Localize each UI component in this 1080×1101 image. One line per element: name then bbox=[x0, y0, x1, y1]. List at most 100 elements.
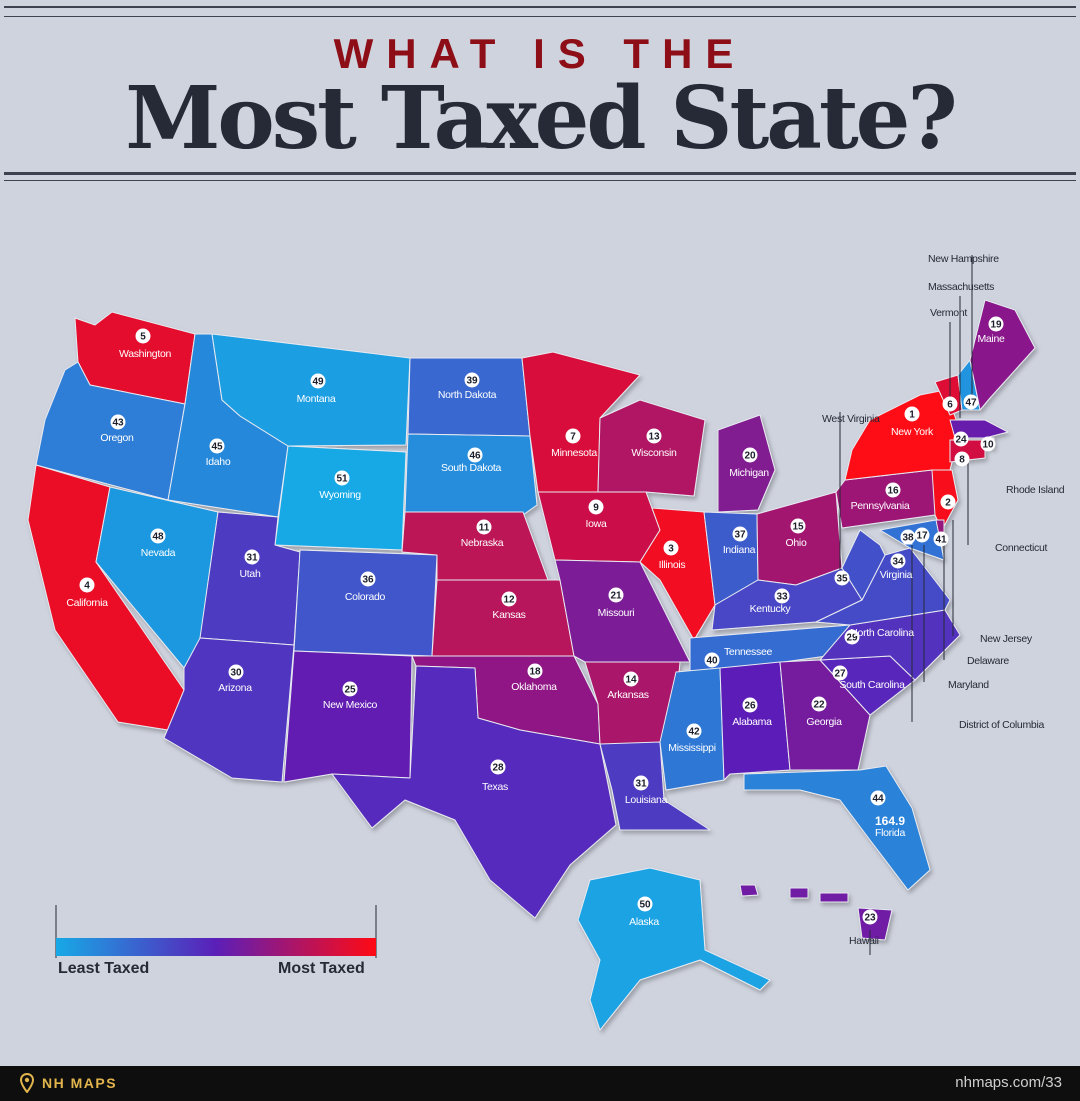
state-wisconsin bbox=[597, 399, 706, 497]
state-label-alaska: Alaska bbox=[629, 916, 659, 928]
legend-high-label: Most Taxed bbox=[278, 960, 365, 977]
rank-value-wyoming: 51 bbox=[336, 474, 348, 485]
source-url: nhmaps.com/33 bbox=[955, 1074, 1062, 1091]
rank-value-oregon: 43 bbox=[112, 418, 124, 429]
rank-badge-colorado bbox=[360, 571, 376, 587]
state-label-oklahoma: Oklahoma bbox=[511, 681, 557, 693]
rank-value-idaho: 45 bbox=[211, 442, 223, 453]
state-label-pennsylvania: Pennsylvania bbox=[851, 500, 910, 512]
rank-badge-ohio bbox=[790, 518, 806, 534]
rank-value-new-jersey: 2 bbox=[945, 498, 951, 509]
rank-value-massachusetts: 24 bbox=[955, 435, 967, 446]
rank-value-minnesota: 7 bbox=[570, 432, 576, 443]
rank-badge-utah bbox=[244, 549, 260, 565]
rank-value-michigan: 20 bbox=[744, 451, 756, 462]
rank-value-maine: 19 bbox=[990, 320, 1002, 331]
legend-gradient-bar bbox=[56, 938, 376, 956]
rank-value-virginia: 34 bbox=[892, 557, 904, 568]
rank-value-texas: 28 bbox=[492, 763, 504, 774]
rank-value-rhode-island: 10 bbox=[982, 440, 994, 451]
state-label-california: California bbox=[66, 597, 108, 609]
state-label-idaho: Idaho bbox=[206, 456, 231, 468]
state-label-minnesota: Minnesota bbox=[551, 447, 597, 459]
state-alaska bbox=[577, 867, 771, 1031]
state-label-louisiana: Louisiana bbox=[625, 794, 668, 806]
rank-badge-nevada bbox=[150, 528, 166, 544]
infographic-frame: WHAT IS THE Most Taxed State? bbox=[4, 6, 1076, 181]
state-note-florida: 164.9 bbox=[875, 814, 905, 828]
rank-value-new-hampshire: 47 bbox=[965, 398, 977, 409]
state-label-arizona: Arizona bbox=[218, 682, 252, 694]
state-label-arkansas: Arkansas bbox=[607, 689, 648, 701]
rank-value-arizona: 30 bbox=[230, 668, 242, 679]
rank-badge-iowa bbox=[588, 499, 604, 515]
rank-badge-texas bbox=[490, 759, 506, 775]
rank-value-delaware: 17 bbox=[916, 531, 928, 542]
state-label-wisconsin: Wisconsin bbox=[631, 447, 677, 459]
labels-layer: 5 Washington 43 Oregon 4 California 45 Idaho 48 N… bbox=[66, 253, 1065, 955]
rank-value-maryland: 41 bbox=[935, 535, 947, 546]
state-label-west-virginia: West Virginia bbox=[822, 413, 880, 425]
title-rule-thin bbox=[4, 180, 1076, 181]
rank-value-west-virginia: 35 bbox=[836, 574, 848, 585]
rank-value-missouri: 21 bbox=[610, 591, 622, 602]
state-label-washington: Washington bbox=[119, 348, 172, 360]
rank-badge-new-hampshire bbox=[963, 394, 979, 410]
state-label-florida: Florida bbox=[875, 827, 905, 839]
state-label-new-mexico: New Mexico bbox=[323, 699, 378, 711]
rank-value-kentucky: 33 bbox=[776, 592, 788, 603]
rank-value-alaska: 50 bbox=[639, 900, 651, 911]
rank-badge-california bbox=[79, 577, 95, 593]
rank-badge-north-dakota bbox=[464, 372, 480, 388]
rank-value-wisconsin: 13 bbox=[648, 432, 660, 443]
rank-badge-delaware bbox=[914, 527, 930, 543]
rank-badge-wisconsin bbox=[646, 428, 662, 444]
state-label-hawaii: Hawaii bbox=[849, 935, 879, 947]
footer-bar: NH MAPS nhmaps.com/33 bbox=[0, 1066, 1080, 1101]
state-colorado bbox=[293, 549, 438, 657]
rank-badge-wyoming bbox=[334, 470, 350, 486]
state-alabama bbox=[719, 661, 791, 781]
state-label-mississippi: Mississippi bbox=[668, 742, 715, 754]
rank-value-district-of-columbia: 38 bbox=[902, 533, 914, 544]
top-rule bbox=[4, 6, 1076, 8]
rank-value-nevada: 48 bbox=[152, 532, 164, 543]
state-label-missouri: Missouri bbox=[598, 607, 635, 619]
state-label-colorado: Colorado bbox=[345, 591, 386, 603]
state-label-connecticut: Connecticut bbox=[995, 542, 1048, 554]
rank-badge-new-mexico bbox=[342, 681, 358, 697]
us-tax-map: 5 Washington 43 Oregon 4 California 45 Idaho 48 N… bbox=[27, 253, 1065, 1031]
rank-badge-nebraska bbox=[476, 519, 492, 535]
rank-value-connecticut: 8 bbox=[959, 455, 965, 466]
rank-value-georgia: 22 bbox=[813, 700, 825, 711]
state-label-montana: Montana bbox=[297, 393, 336, 405]
state-label-utah: Utah bbox=[240, 568, 261, 580]
rank-badge-rhode-island bbox=[980, 436, 996, 452]
rank-badge-georgia bbox=[811, 696, 827, 712]
rank-badge-virginia bbox=[890, 553, 906, 569]
rank-badge-mississippi bbox=[686, 723, 702, 739]
rank-badge-kansas bbox=[501, 591, 517, 607]
state-south-dakota bbox=[404, 433, 538, 516]
rank-badge-west-virginia bbox=[834, 570, 850, 586]
state-label-new-jersey: New Jersey bbox=[980, 633, 1033, 645]
rank-badge-pennsylvania bbox=[885, 482, 901, 498]
rank-value-pennsylvania: 16 bbox=[887, 486, 899, 497]
state-label-north-dakota: North Dakota bbox=[438, 389, 497, 401]
rank-value-florida: 44 bbox=[872, 794, 884, 805]
rank-badge-missouri bbox=[608, 587, 624, 603]
legend-low-label: Least Taxed bbox=[58, 960, 150, 977]
rank-badge-south-dakota bbox=[467, 447, 483, 463]
rank-badge-illinois bbox=[663, 540, 679, 556]
state-label-ohio: Ohio bbox=[786, 537, 807, 549]
state-label-district-of-columbia: District of Columbia bbox=[959, 719, 1044, 731]
state-label-new-hampshire: New Hampshire bbox=[928, 253, 999, 265]
state-label-oregon: Oregon bbox=[100, 432, 134, 444]
rank-badge-new-york bbox=[904, 406, 920, 422]
rank-badge-vermont bbox=[942, 396, 958, 412]
rank-badge-michigan bbox=[742, 447, 758, 463]
state-new-mexico bbox=[283, 650, 413, 783]
rank-badge-tennessee bbox=[704, 652, 720, 668]
rank-value-louisiana: 31 bbox=[635, 779, 647, 790]
state-label-virginia: Virginia bbox=[880, 569, 913, 581]
